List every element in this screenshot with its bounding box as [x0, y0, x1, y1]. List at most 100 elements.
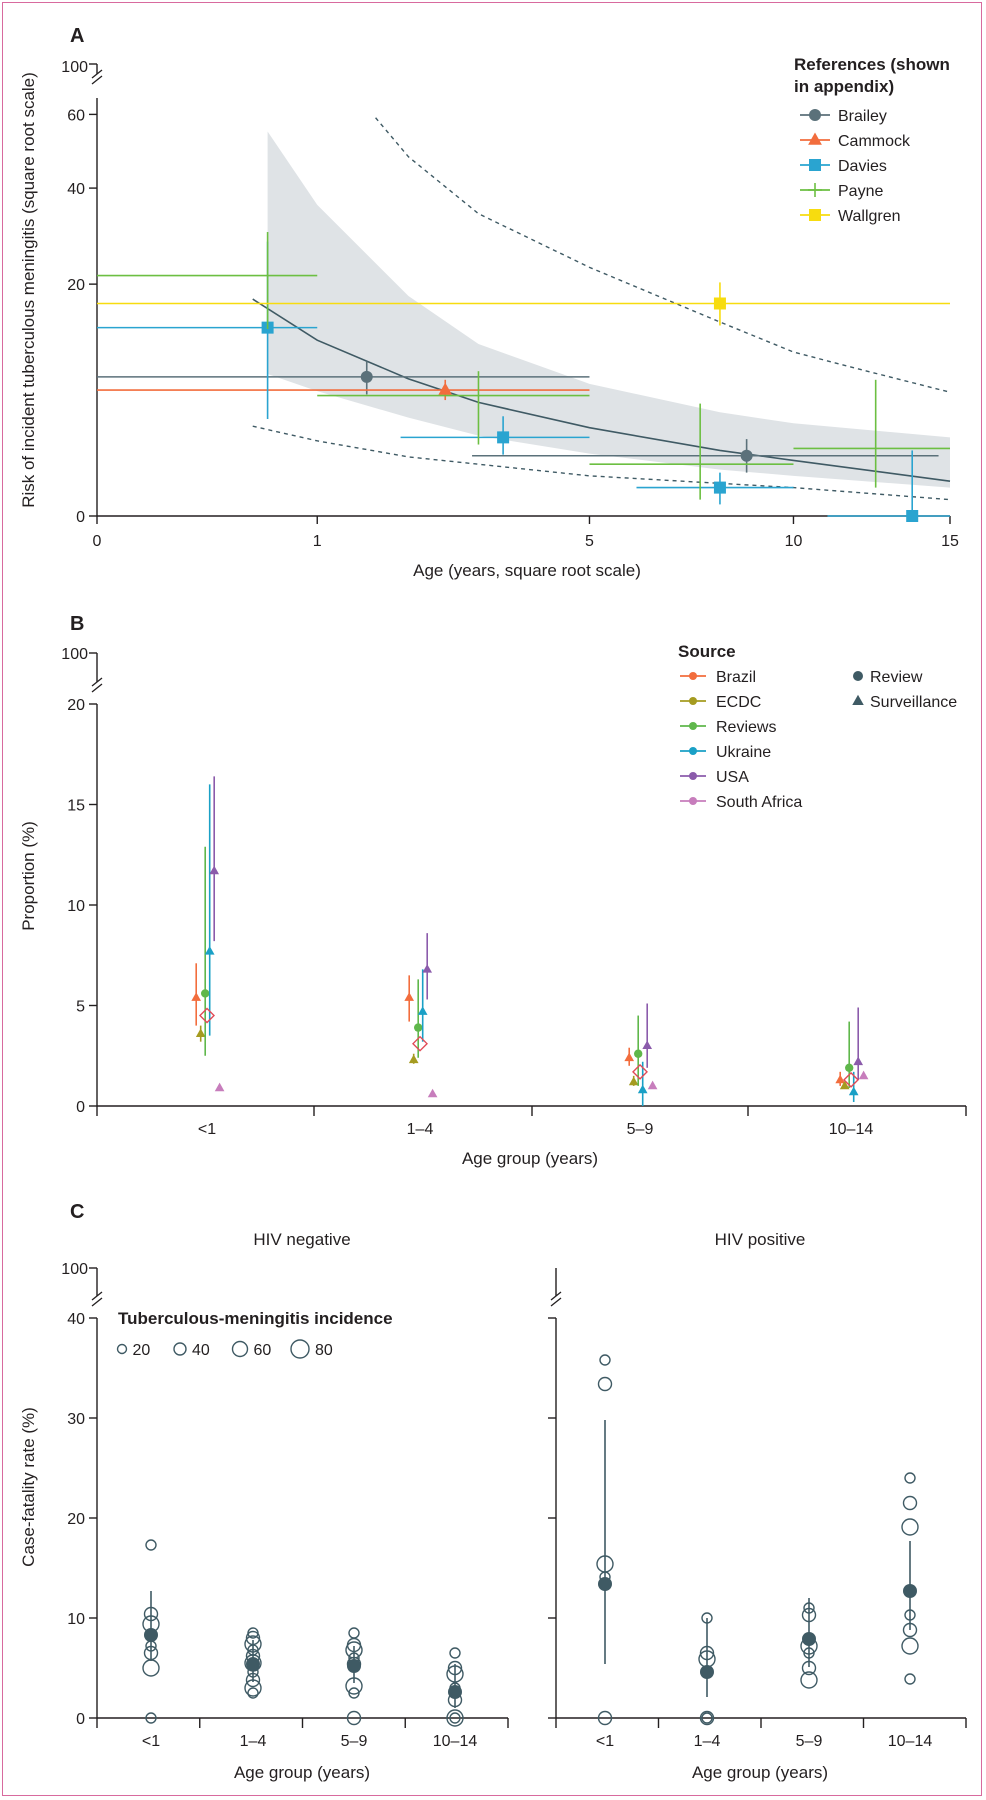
- panel-c-xlabel-hiv-negative: Age group (years): [234, 1763, 370, 1782]
- panel-c-size-legend-title: Tuberculous-meningitis incidence: [118, 1309, 393, 1328]
- hiv-negative-study-circle: [446, 1709, 464, 1727]
- panel-b-data-points: [191, 776, 869, 1106]
- point-ukraine-1-marker: [417, 1006, 428, 1015]
- point-brazil-1-marker: [404, 992, 415, 1001]
- hiv-negative-study-circle: [245, 1672, 261, 1688]
- size-legend-label-60: 60: [254, 1342, 272, 1359]
- hiv-negative-study-circle: [346, 1710, 362, 1726]
- hiv-negative-study-circle: [143, 1606, 159, 1622]
- hiv-negative-pooled-dot-0: [144, 1628, 158, 1642]
- hiv-negative-x-tick-label: 1–4: [240, 1733, 267, 1750]
- hiv-positive-study-circle: [597, 1376, 613, 1392]
- hiv-positive-study-circle: [597, 1710, 613, 1726]
- legend-dot-south-africa: [689, 797, 697, 805]
- hiv-positive-study-circle: [801, 1607, 817, 1623]
- point-usa-2-marker: [642, 1040, 653, 1050]
- y-axis-break-2: [91, 683, 103, 693]
- panel-a: A Risk of incident tuberculous meningiti…: [19, 25, 959, 580]
- point-ecdc-1-marker: [408, 1054, 419, 1064]
- panel-c-facet-title-hiv-negative: HIV negative: [253, 1230, 350, 1249]
- panel-c-axes: <1 1–4 5–9 10–14 <1 1–4 5–9 10–14 0 10 20 30 40: [67, 1267, 967, 1750]
- legend-label-ecdc: ECDC: [716, 694, 761, 711]
- point-davies-6-marker: [906, 510, 919, 522]
- hiv-positive-study-circle: [701, 1612, 713, 1624]
- hiv-positive-study-circle: [698, 1650, 716, 1668]
- point-ukraine-3-marker: [848, 1086, 859, 1096]
- x-tick-label: 1: [313, 533, 322, 550]
- pooled-estimate-diamond-3: [843, 1071, 859, 1088]
- hiv-negative-study-circle: [143, 1645, 159, 1661]
- legend-dot-ukraine: [689, 747, 697, 755]
- panel-c-xlabel-hiv-positive: Age group (years): [692, 1763, 828, 1782]
- hiv-negative-study-circle: [145, 1712, 157, 1724]
- hiv-negative-study-circle: [244, 1679, 262, 1697]
- point-usa-1-marker: [422, 964, 433, 973]
- hiv-positive-study-circle: [902, 1622, 918, 1638]
- hiv-positive-study-circle: [699, 1710, 715, 1726]
- point-davies-4-marker: [497, 431, 510, 444]
- y-tick-label: 0: [76, 509, 85, 526]
- hiv-negative-study-circle: [142, 1659, 160, 1677]
- y-tick-label: 5: [76, 999, 85, 1016]
- panel-b-ybreak-label: 100: [61, 646, 88, 663]
- point-south-africa-0-marker: [214, 1082, 225, 1092]
- hiv-positive-study-circle: [904, 1673, 916, 1685]
- panel-a-confidence-band: [267, 131, 951, 488]
- panel-c-facet-title-hiv-positive: HIV positive: [715, 1230, 806, 1249]
- hiv-positive-x-tick-label: <1: [596, 1733, 614, 1750]
- y-tick-label: 0: [76, 1099, 85, 1116]
- size-legend-circle-20: [116, 1343, 128, 1355]
- point-davies-5-marker: [713, 481, 726, 494]
- x-tick-label: 1–4: [407, 1121, 434, 1138]
- y-tick-label: 40: [67, 181, 85, 198]
- legend-label-surveillance: Surveillance: [870, 694, 957, 711]
- point-brazil-3-marker: [835, 1074, 846, 1084]
- panel-c-ybreak-label: 100: [61, 1261, 88, 1278]
- y-tick-label: 60: [67, 107, 85, 124]
- fit-curve-line: [252, 298, 951, 483]
- y-tick-label: 10: [67, 1611, 85, 1628]
- y-tick-label: 10: [67, 898, 85, 915]
- hiv-positive-study-circle: [803, 1602, 815, 1614]
- hiv-negative-x-tick-label: <1: [142, 1733, 160, 1750]
- hiv-positive-y-axis-break-2: [550, 1297, 562, 1307]
- y-tick-label: 0: [76, 1711, 85, 1728]
- point-ukraine-0-marker: [204, 945, 215, 955]
- legend-dot-brazil: [689, 672, 697, 680]
- x-tick-label: 15: [941, 533, 959, 550]
- point-south-africa-2-marker: [647, 1080, 658, 1090]
- legend-label-davies: Davies: [838, 158, 887, 175]
- panel-c-ylabel: Case-fatality rate (%): [19, 1407, 38, 1567]
- point-usa-0-marker: [209, 865, 220, 875]
- legend-label-payne: Payne: [838, 183, 883, 200]
- legend-marker-review: [853, 671, 863, 681]
- hiv-negative-study-circle: [348, 1687, 360, 1699]
- y-tick-label: 20: [67, 697, 85, 714]
- hiv-positive-study-circle: [902, 1495, 918, 1511]
- legend-label-brazil: Brazil: [716, 669, 756, 686]
- hiv-positive-study-circle: [901, 1637, 919, 1655]
- pooled-estimate-diamond-0: [199, 1007, 215, 1024]
- size-legend-circle-40: [173, 1342, 187, 1356]
- hiv-positive-study-circle: [803, 1647, 815, 1659]
- size-legend-label-20: 20: [133, 1342, 151, 1359]
- hiv-positive-pooled-dot-3: [903, 1584, 917, 1598]
- point-reviews-2-marker: [634, 1049, 643, 1058]
- legend-dot-usa: [689, 772, 697, 780]
- hiv-positive-study-circle: [701, 1712, 713, 1724]
- pooled-estimate-diamond-1: [412, 1035, 428, 1052]
- hiv-positive-study-circle: [800, 1671, 818, 1689]
- panel-b-xlabel: Age group (years): [462, 1149, 598, 1168]
- point-ecdc-3-marker: [839, 1080, 850, 1090]
- hiv-positive-study-circle: [599, 1354, 611, 1366]
- panel-b-letter: B: [70, 613, 84, 635]
- y-tick-label: 15: [67, 798, 85, 815]
- confidence-band-area: [267, 131, 951, 488]
- hiv-negative-pooled-dot-3: [448, 1685, 462, 1699]
- hiv-negative-study-circle: [447, 1660, 463, 1676]
- hiv-positive-y-axis-break-1: [550, 1291, 562, 1301]
- panel-c-size-legend: 20 40 60 80: [116, 1339, 333, 1359]
- hiv-positive-study-circle: [904, 1472, 916, 1484]
- fit-lower-dashed-line: [252, 425, 951, 501]
